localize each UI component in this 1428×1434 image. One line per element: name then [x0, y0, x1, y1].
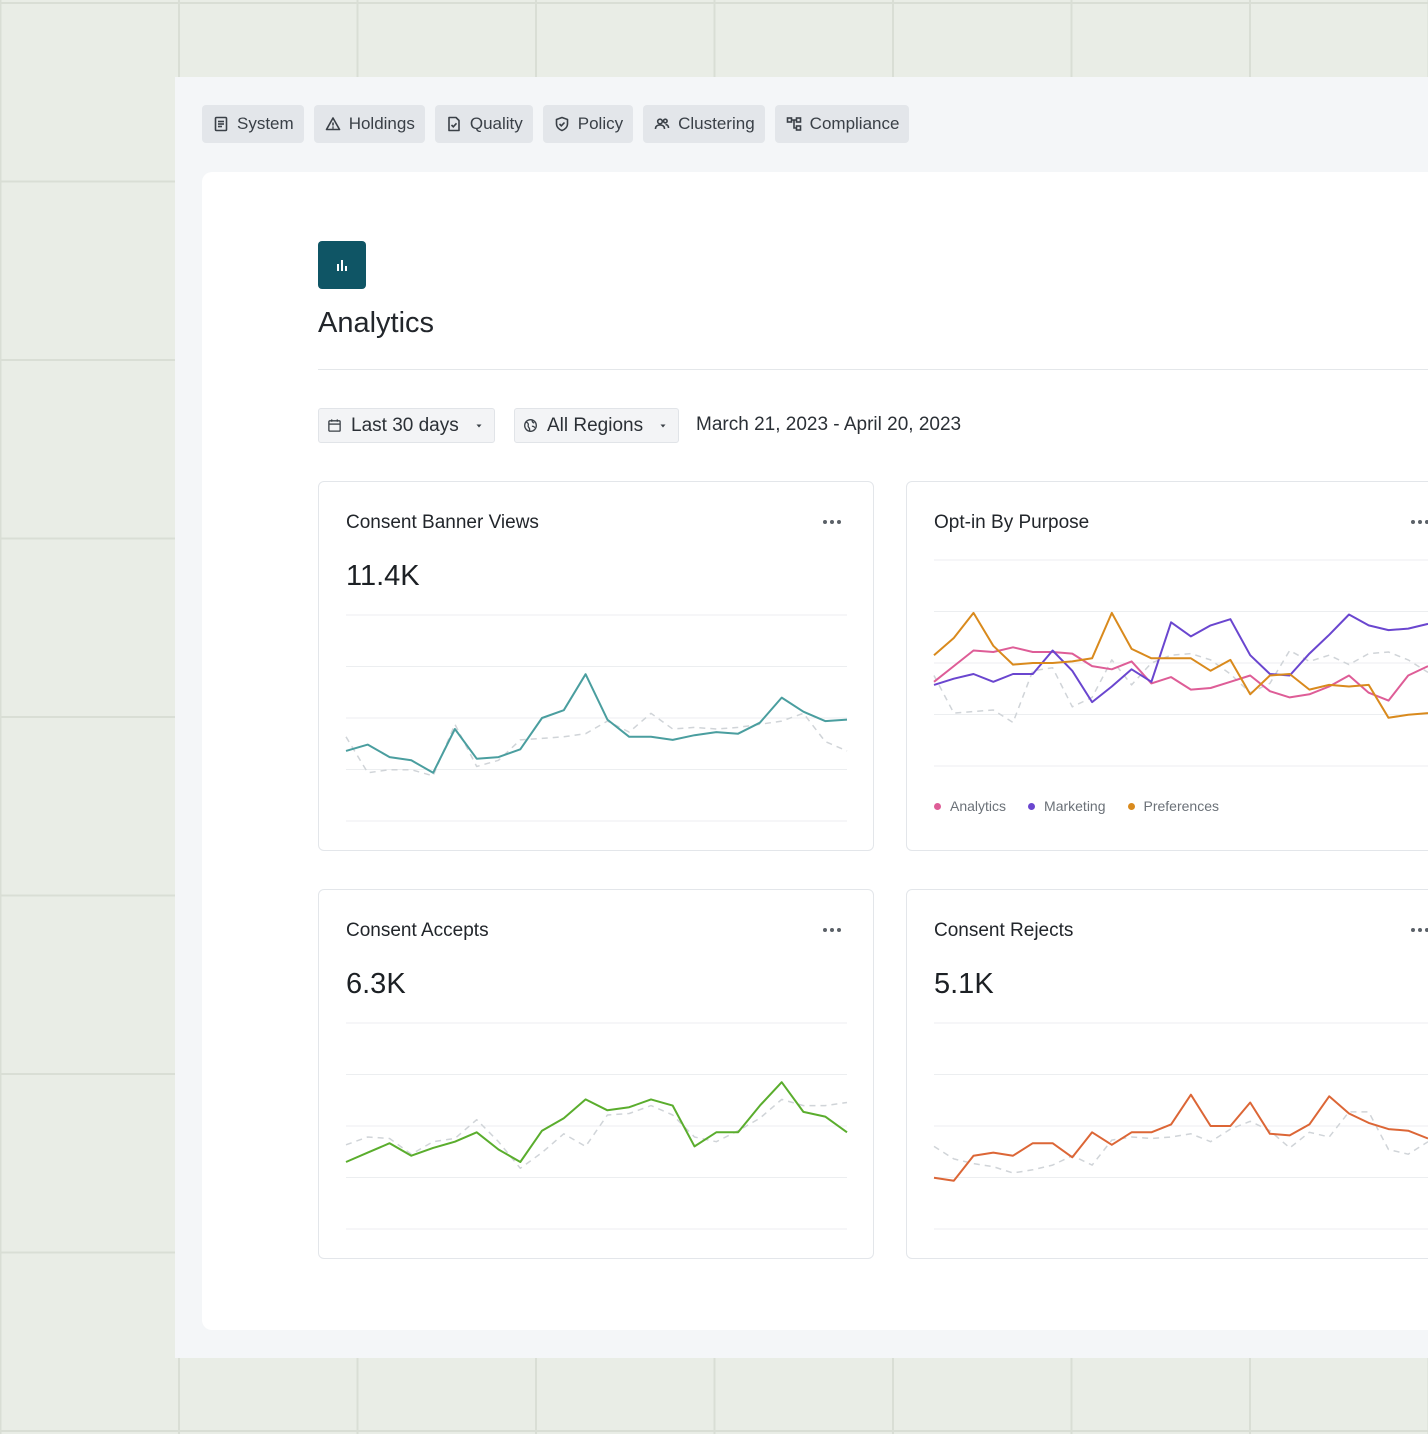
- preferences-series-line: [933, 611, 1428, 719]
- card-title: Consent Banner Views: [346, 512, 539, 533]
- card-title: Opt-in By Purpose: [934, 512, 1090, 533]
- card-title: Consent Rejects: [934, 920, 1074, 941]
- card-value: 6.3K: [346, 968, 406, 1000]
- caret-down-icon: [660, 424, 666, 427]
- card-value: 5.1K: [934, 968, 994, 1000]
- marketing-series-line: [933, 613, 1428, 704]
- more-options-icon[interactable]: [1411, 516, 1428, 528]
- legend-label: Marketing: [1044, 798, 1106, 814]
- caret-down-icon: [476, 424, 482, 427]
- tab-policy[interactable]: Policy: [542, 105, 634, 143]
- document-icon: [214, 116, 228, 132]
- legend-item-marketing: Marketing: [1028, 798, 1106, 814]
- users-icon: [654, 118, 670, 130]
- region-select-value: All Regions: [547, 414, 644, 436]
- tab-label: Policy: [577, 114, 624, 133]
- card-consent-accepts: Consent Accepts 6.3K: [318, 889, 874, 1259]
- period-select-value: Last 30 days: [351, 414, 459, 436]
- tab-label: Clustering: [678, 114, 755, 133]
- legend-dot: [934, 802, 941, 810]
- tab-clustering[interactable]: Clustering: [643, 105, 765, 143]
- hierarchy-icon: [786, 117, 801, 131]
- card-opt-in-by-purpose: Opt-in By Purpose Analytics Marketing Pr…: [906, 481, 1428, 851]
- legend-dot: [1127, 802, 1135, 810]
- period-select[interactable]: Last 30 days: [318, 408, 495, 443]
- consent-accepts-chart: [345, 1022, 848, 1230]
- bar-chart-icon: [337, 260, 347, 271]
- more-options-icon[interactable]: [1411, 924, 1428, 936]
- primary-series-line: [933, 1093, 1428, 1182]
- tab-label: Quality: [469, 114, 523, 133]
- warning-triangle-icon: [325, 117, 340, 131]
- opt-in-by-purpose-chart: [933, 559, 1428, 767]
- legend-label: Preferences: [1143, 798, 1219, 814]
- tab-compliance[interactable]: Compliance: [774, 105, 910, 143]
- legend-item-analytics: Analytics: [934, 798, 1006, 814]
- consent-rejects-chart: [933, 1022, 1428, 1230]
- app-window: System Holdings Quality Policy Clusterin…: [175, 77, 1428, 1358]
- file-check-icon: [448, 116, 460, 132]
- comparison-series-line: [345, 1098, 848, 1170]
- shield-check-icon: [555, 116, 569, 132]
- card-value: 11.4K: [346, 560, 420, 592]
- chart-legend: Analytics Marketing Preferences: [934, 798, 1219, 814]
- tab-holdings[interactable]: Holdings: [313, 105, 425, 143]
- comparison-series-line: [933, 1111, 1428, 1174]
- legend-dot: [1028, 802, 1036, 810]
- globe-icon: [524, 419, 537, 432]
- legend-item-preferences: Preferences: [1127, 798, 1219, 814]
- comparison-series-line: [933, 649, 1428, 724]
- tab-system[interactable]: System: [202, 105, 304, 143]
- primary-series-line: [345, 1081, 848, 1163]
- tab-label: Compliance: [809, 114, 900, 133]
- tab-label: System: [237, 114, 294, 133]
- tab-bar: System Holdings Quality Policy Clusterin…: [202, 105, 910, 143]
- card-consent-rejects: Consent Rejects 5.1K: [906, 889, 1428, 1259]
- main-content: Analytics Last 30 days All Regions March…: [202, 172, 1428, 1330]
- date-range-label: March 21, 2023 - April 20, 2023: [696, 414, 962, 435]
- comparison-series-line: [345, 712, 848, 777]
- header-divider: [318, 369, 1428, 370]
- page-title: Analytics: [318, 307, 435, 339]
- calendar-icon: [328, 419, 341, 432]
- legend-label: Analytics: [950, 798, 1007, 814]
- region-select[interactable]: All Regions: [514, 408, 680, 443]
- analytics-logo: [318, 241, 366, 289]
- primary-series-line: [345, 673, 848, 774]
- analytics-series-line: [933, 646, 1428, 702]
- more-options-icon[interactable]: [823, 924, 845, 936]
- more-options-icon[interactable]: [823, 516, 845, 528]
- card-title: Consent Accepts: [346, 920, 489, 941]
- card-consent-banner-views: Consent Banner Views 11.4K: [318, 481, 874, 851]
- tab-label: Holdings: [348, 114, 415, 133]
- consent-banner-views-chart: [345, 614, 848, 822]
- tab-quality[interactable]: Quality: [434, 105, 533, 143]
